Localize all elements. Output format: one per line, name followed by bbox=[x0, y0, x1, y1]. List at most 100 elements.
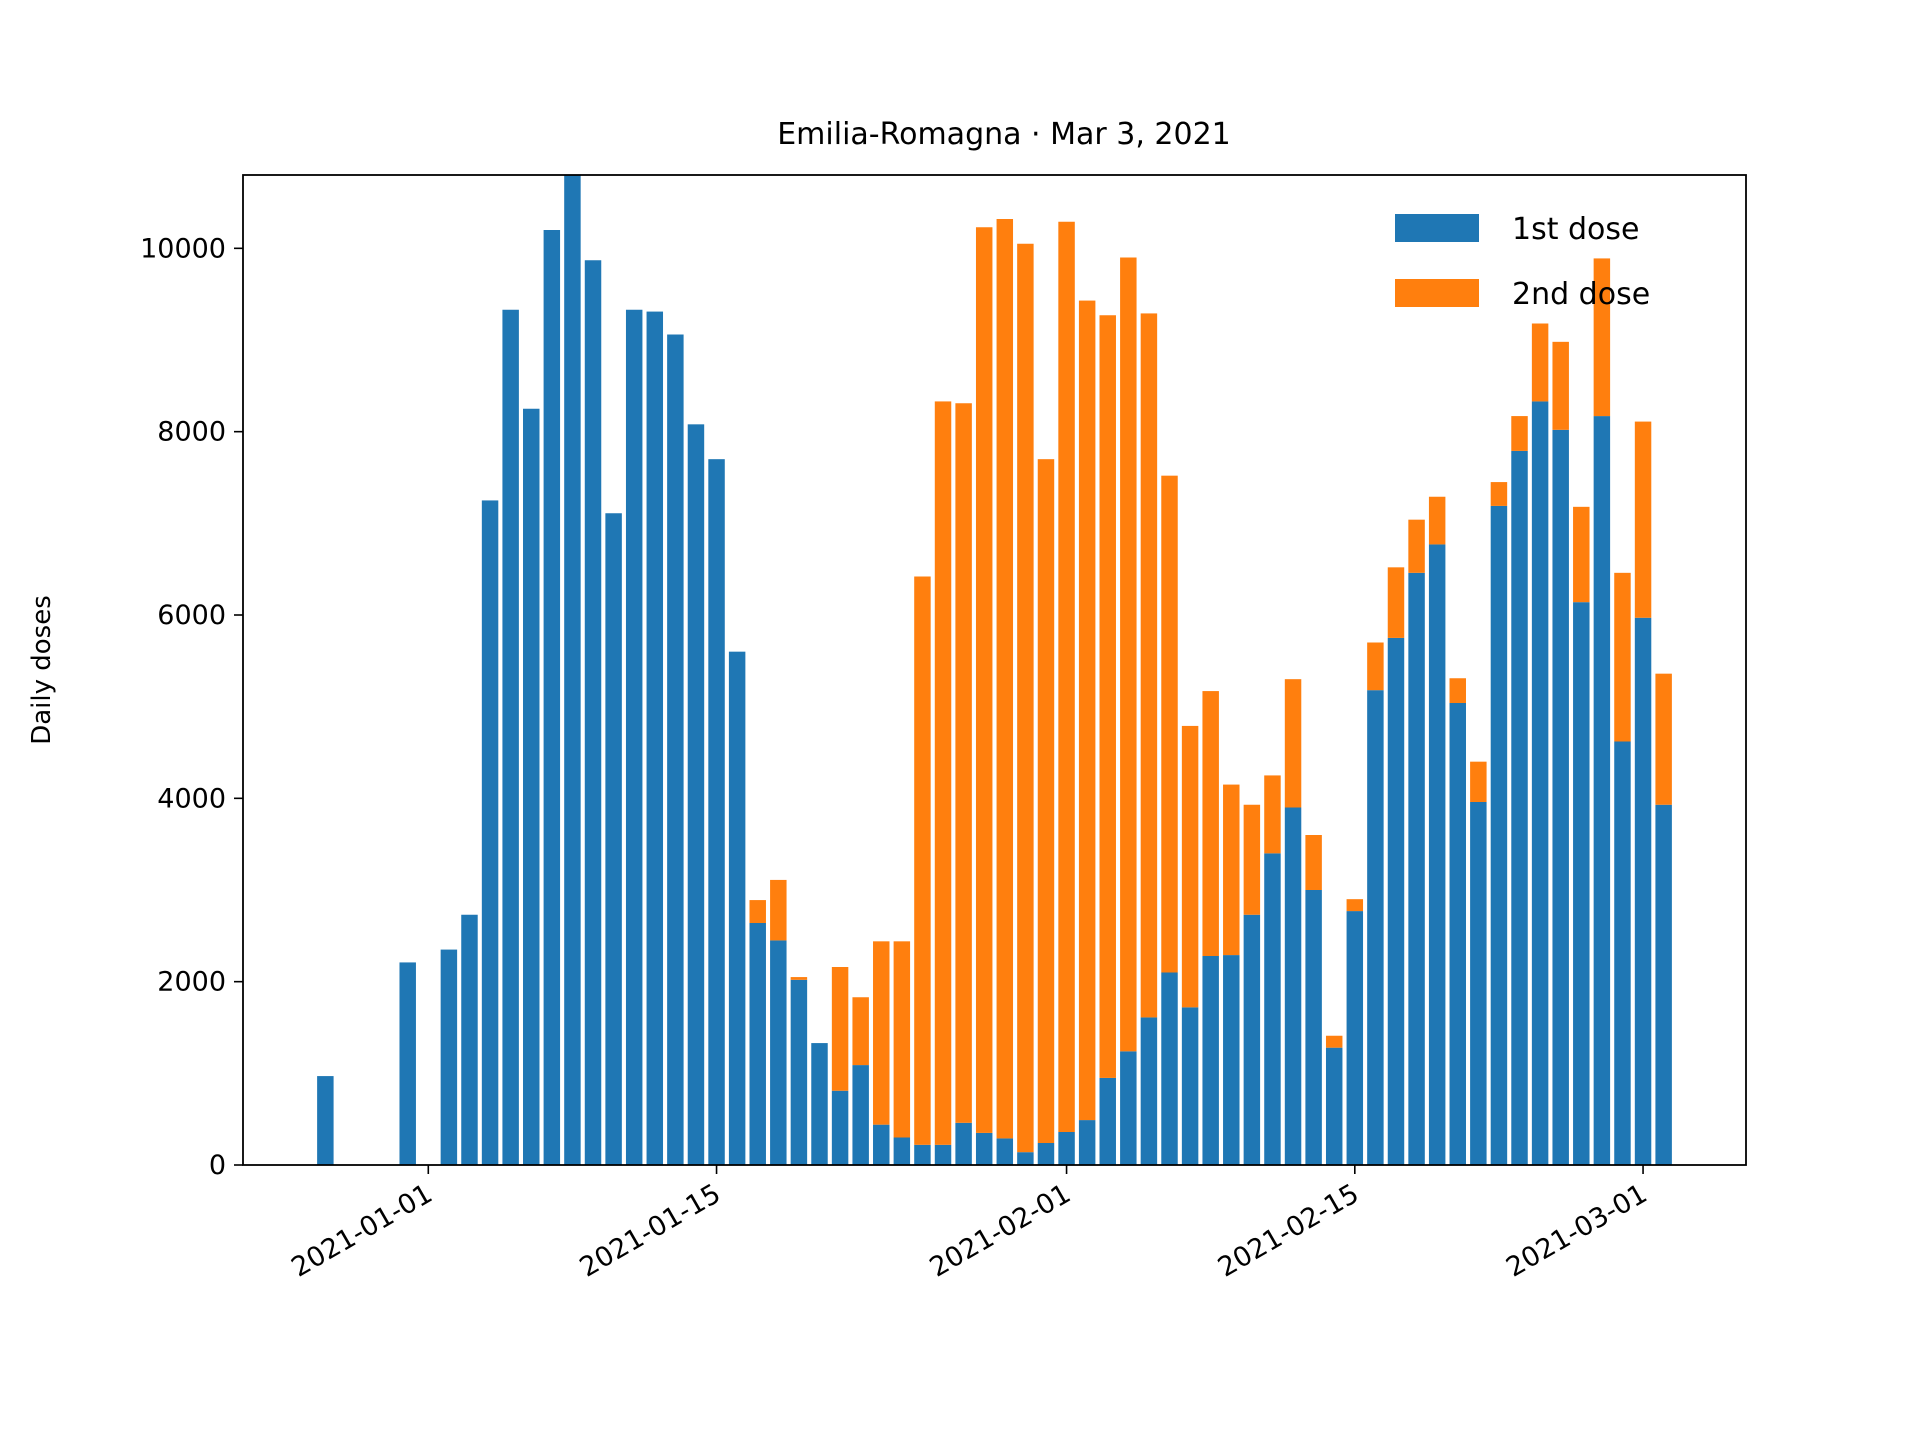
bar-second-dose bbox=[1202, 691, 1219, 956]
bar-second-dose bbox=[1140, 313, 1158, 1018]
bar-first-dose bbox=[1058, 1132, 1075, 1165]
bar-second-dose bbox=[1634, 421, 1652, 618]
y-axis-label: Daily doses bbox=[27, 595, 57, 745]
bar-second-dose bbox=[975, 227, 993, 1133]
bar-first-dose bbox=[1017, 1152, 1034, 1165]
bar-first-dose bbox=[543, 230, 561, 1165]
bar-first-dose bbox=[831, 1090, 849, 1165]
bar-second-dose bbox=[1120, 257, 1137, 1052]
bar-first-dose bbox=[873, 1124, 890, 1165]
bar-first-dose bbox=[1449, 703, 1466, 1165]
bar-first-dose bbox=[1428, 544, 1446, 1165]
bar-second-dose bbox=[1346, 899, 1364, 912]
bar-second-dose bbox=[831, 967, 849, 1091]
bar-second-dose bbox=[1284, 679, 1302, 808]
bar-first-dose bbox=[625, 309, 643, 1165]
bar-second-dose bbox=[1223, 784, 1240, 956]
bar-second-dose bbox=[1614, 572, 1631, 742]
bar-first-dose bbox=[1202, 956, 1219, 1165]
bar-first-dose bbox=[1573, 602, 1590, 1165]
bar-second-dose bbox=[1243, 804, 1261, 915]
y-tick-label: 8000 bbox=[157, 417, 226, 448]
bar-first-dose bbox=[1511, 450, 1528, 1165]
bar-first-dose bbox=[749, 923, 766, 1165]
bar-first-dose bbox=[1264, 853, 1281, 1165]
legend-label-first-dose: 1st dose bbox=[1512, 212, 1640, 247]
bar-first-dose bbox=[1284, 807, 1302, 1165]
bar-second-dose bbox=[955, 403, 972, 1123]
bar-second-dose bbox=[873, 941, 890, 1125]
bar-first-dose bbox=[996, 1138, 1014, 1165]
bar-second-dose bbox=[852, 997, 869, 1066]
bar-second-dose bbox=[1573, 506, 1590, 603]
bar-first-dose bbox=[728, 651, 746, 1165]
bar-second-dose bbox=[1017, 243, 1034, 1153]
bar-second-dose bbox=[770, 879, 787, 941]
y-axis: 0 2000 4000 6000 8000 10000 bbox=[140, 233, 243, 1181]
bar-second-dose bbox=[1408, 519, 1425, 573]
y-tick-label: 6000 bbox=[157, 600, 226, 631]
legend-swatch-first-dose bbox=[1395, 214, 1479, 242]
bar-second-dose bbox=[1037, 459, 1055, 1143]
bar-second-dose bbox=[749, 900, 766, 923]
bar-second-dose bbox=[1387, 567, 1405, 638]
bar-first-dose bbox=[1037, 1143, 1055, 1165]
plot-frame bbox=[242, 174, 1747, 1166]
bar-second-dose bbox=[1367, 642, 1384, 691]
bar-second-dose bbox=[1181, 725, 1199, 1008]
bar-first-dose bbox=[1470, 802, 1487, 1165]
bar-first-dose bbox=[1614, 741, 1631, 1165]
bar-first-dose bbox=[564, 175, 581, 1165]
bar-first-dose bbox=[1593, 416, 1611, 1166]
y-tick-label: 0 bbox=[209, 1150, 226, 1181]
bar-first-dose bbox=[1367, 690, 1384, 1165]
bar-first-dose bbox=[1408, 572, 1425, 1165]
bar-second-dose bbox=[1078, 300, 1096, 1121]
bar-first-dose bbox=[1078, 1120, 1096, 1165]
bar-first-dose bbox=[687, 424, 705, 1166]
bars-layer bbox=[317, 175, 1672, 1166]
bar-first-dose bbox=[852, 1065, 869, 1165]
bar-first-dose bbox=[934, 1144, 952, 1165]
bar-first-dose bbox=[708, 459, 725, 1165]
bar-first-dose bbox=[1223, 955, 1240, 1165]
bar-first-dose bbox=[1305, 890, 1322, 1165]
bar-second-dose bbox=[1490, 482, 1508, 506]
bar-second-dose bbox=[1449, 678, 1466, 703]
bar-second-dose bbox=[1305, 835, 1322, 890]
bar-second-dose bbox=[790, 977, 808, 980]
bar-second-dose bbox=[1470, 761, 1487, 802]
bar-second-dose bbox=[1428, 496, 1446, 545]
y-tick-label: 2000 bbox=[157, 967, 226, 998]
chart-title: Emilia-Romagna · Mar 3, 2021 bbox=[777, 117, 1231, 152]
bar-first-dose bbox=[584, 260, 602, 1165]
bar-second-dose bbox=[1099, 315, 1116, 1078]
bar-first-dose bbox=[770, 940, 787, 1165]
bar-first-dose bbox=[605, 513, 622, 1165]
legend-label-second-dose: 2nd dose bbox=[1512, 277, 1650, 312]
bar-first-dose bbox=[790, 979, 808, 1165]
bar-second-dose bbox=[996, 219, 1014, 1139]
bar-first-dose bbox=[1634, 617, 1652, 1165]
bar-first-dose bbox=[1161, 972, 1178, 1165]
bar-second-dose bbox=[1655, 673, 1672, 805]
bar-first-dose bbox=[1243, 914, 1261, 1165]
y-tick-label: 4000 bbox=[157, 783, 226, 814]
bar-first-dose bbox=[955, 1122, 972, 1165]
bar-second-dose bbox=[934, 401, 952, 1145]
bar-first-dose bbox=[811, 1043, 828, 1165]
bar-second-dose bbox=[1161, 475, 1178, 973]
bar-second-dose bbox=[914, 576, 931, 1145]
bar-first-dose bbox=[1181, 1007, 1199, 1165]
bar-second-dose bbox=[1058, 221, 1075, 1132]
bar-second-dose bbox=[1511, 416, 1528, 451]
bar-first-dose bbox=[1387, 637, 1405, 1165]
bar-second-dose bbox=[1325, 1035, 1343, 1048]
bar-first-dose bbox=[1552, 429, 1569, 1166]
y-tick-label: 10000 bbox=[140, 233, 226, 264]
bar-first-dose bbox=[481, 500, 499, 1165]
bar-first-dose bbox=[1120, 1051, 1137, 1165]
bar-second-dose bbox=[1593, 258, 1611, 417]
bar-first-dose bbox=[914, 1144, 931, 1165]
